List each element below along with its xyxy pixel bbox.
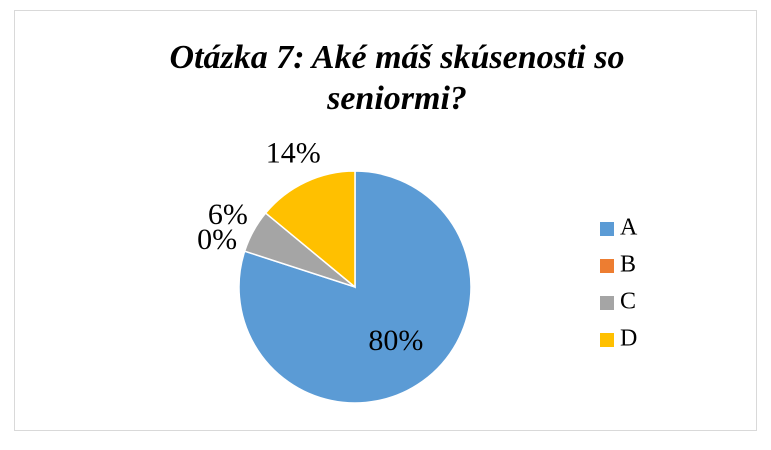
legend-swatch xyxy=(600,333,614,347)
pie-slice xyxy=(238,170,472,404)
pie-slice xyxy=(264,170,356,289)
legend-label: A xyxy=(620,215,638,241)
data-label: 14% xyxy=(266,137,321,170)
legend-swatch xyxy=(600,296,614,310)
data-label: 0% xyxy=(197,223,237,256)
legend-label: B xyxy=(620,252,636,278)
legend-label: C xyxy=(620,289,636,315)
legend-swatch xyxy=(600,222,614,236)
legend-swatch xyxy=(600,259,614,273)
chart-title: seniormi? xyxy=(326,80,467,117)
data-label: 6% xyxy=(208,198,248,231)
legend-label: D xyxy=(620,326,637,352)
chart-title: Otázka 7: Aké máš skúsenosti so xyxy=(170,39,625,76)
data-label: 80% xyxy=(368,324,423,357)
